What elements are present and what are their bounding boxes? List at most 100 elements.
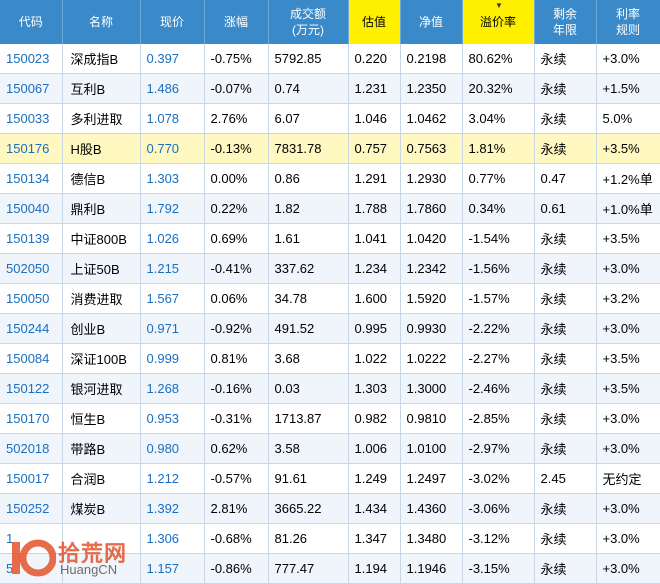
cell-remaining: 永续 <box>534 133 597 164</box>
cell-rate-rule: +1.0%单 <box>596 193 660 224</box>
table-row[interactable]: 150040 鼎利B 1.792 0.22% 1.82 1.788 1.7860 0.34% 0… <box>0 193 660 224</box>
cell-price: 0.980 <box>140 433 205 464</box>
table-row[interactable]: 502050 上证50B 1.215 -0.41% 337.62 1.234 1.2342-… <box>0 253 660 284</box>
cell-estimate: 1.022 <box>348 343 401 374</box>
table-row[interactable]: 150122 银河进取 1.268 -0.16% 0.03 1.303 1.3000 -2.4… <box>0 373 660 404</box>
col-header-nav[interactable]: 净值 <box>400 0 463 44</box>
table-row[interactable]: 1 1.306 -0.68% 81.26 1.347 1.3480 -3.12% 永续 +3.0… <box>0 523 660 554</box>
table-row[interactable]: 150023 深成指B 0.397 -0.75% 5792.85 0.220 0.2198 8… <box>0 44 660 74</box>
cell-name[interactable]: 消费进取 <box>62 283 141 314</box>
cell-premium: -3.12% <box>462 523 535 554</box>
cell-name[interactable]: 德信B <box>62 163 141 194</box>
cell-premium: -2.27% <box>462 343 535 374</box>
cell-change: 0.69% <box>204 223 269 254</box>
cell-estimate: 1.249 <box>348 463 401 494</box>
cell-nav: 1.2342 <box>400 253 463 284</box>
cell-name[interactable]: 中证800B <box>62 223 141 254</box>
cell-estimate: 0.995 <box>348 313 401 344</box>
cell-code[interactable]: 502018 <box>0 433 63 464</box>
cell-name[interactable]: 深证100B <box>62 343 141 374</box>
cell-code[interactable]: 150134 <box>0 163 63 194</box>
table-row[interactable]: 150252 煤炭B 1.392 2.81% 3665.22 1.434 1.4360 -3.… <box>0 493 660 524</box>
cell-nav: 1.0222 <box>400 343 463 374</box>
col-header-amount[interactable]: 成交额 (万元) <box>268 0 349 44</box>
sort-desc-icon: ▼ <box>495 1 503 10</box>
table-row[interactable]: 150176 H股B 0.770 -0.13% 7831.78 0.757 0.7563 1.… <box>0 133 660 164</box>
col-header-code[interactable]: 代码 <box>0 0 63 44</box>
cell-code[interactable]: 1 <box>0 523 63 554</box>
cell-name[interactable]: 多利进取 <box>62 103 141 134</box>
cell-rate-rule: +3.0% <box>596 253 660 284</box>
cell-code[interactable]: 150023 <box>0 44 63 74</box>
table-row[interactable]: 5 1.157 -0.86% 777.47 1.194 1.1946 -3.15% 永续 +3.… <box>0 553 660 584</box>
cell-name[interactable]: 合润B <box>62 463 141 494</box>
cell-nav: 1.2350 <box>400 73 463 104</box>
table-row[interactable]: 150170 恒生B 0.953 -0.31% 1713.87 0.982 0.9810 -2… <box>0 403 660 434</box>
col-header-change[interactable]: 涨幅 <box>204 0 269 44</box>
cell-code[interactable]: 150050 <box>0 283 63 314</box>
cell-price: 1.392 <box>140 493 205 524</box>
header-row: 代码 名称 现价 涨幅 成交额 (万元) 估值 净值 ▼ 溢价率 剩余 年限 利… <box>0 0 660 44</box>
cell-change: -0.41% <box>204 253 269 284</box>
col-header-rate-rule-label: 利率 规则 <box>615 7 640 37</box>
cell-remaining: 永续 <box>534 373 597 404</box>
cell-nav: 1.0462 <box>400 103 463 134</box>
cell-rate-rule: +3.5% <box>596 373 660 404</box>
cell-code[interactable]: 150244 <box>0 313 63 344</box>
cell-code[interactable]: 5 <box>0 553 63 584</box>
cell-estimate: 1.041 <box>348 223 401 254</box>
col-header-price[interactable]: 现价 <box>140 0 205 44</box>
cell-code[interactable]: 150252 <box>0 493 63 524</box>
table-row[interactable]: 150067 互利B 1.486 -0.07% 0.74 1.231 1.2350 20.32… <box>0 73 660 104</box>
cell-name[interactable]: 深成指B <box>62 44 141 74</box>
table-row[interactable]: 150134 德信B 1.303 0.00% 0.86 1.291 1.2930 0.77% 0… <box>0 163 660 194</box>
cell-code[interactable]: 150139 <box>0 223 63 254</box>
cell-code[interactable]: 150170 <box>0 403 63 434</box>
cell-name[interactable]: 带路B <box>62 433 141 464</box>
cell-code[interactable]: 150122 <box>0 373 63 404</box>
cell-name[interactable]: 创业B <box>62 313 141 344</box>
table-row[interactable]: 150050 消费进取 1.567 0.06% 34.78 1.600 1.5920 -1.5… <box>0 283 660 314</box>
cell-amount: 0.86 <box>268 163 349 194</box>
table-row[interactable]: 502018 带路B 0.980 0.62% 3.58 1.006 1.0100 -2.97%… <box>0 433 660 464</box>
cell-name[interactable]: 鼎利B <box>62 193 141 224</box>
cell-name[interactable]: 上证50B <box>62 253 141 284</box>
col-header-rate-rule[interactable]: 利率 规则 <box>596 0 660 44</box>
cell-code[interactable]: 150067 <box>0 73 63 104</box>
table-row[interactable]: 150033 多利进取 1.078 2.76% 6.07 1.046 1.0462 3.04%… <box>0 103 660 134</box>
cell-code[interactable]: 150040 <box>0 193 63 224</box>
cell-name[interactable] <box>62 553 141 584</box>
cell-code[interactable]: 502050 <box>0 253 63 284</box>
cell-code[interactable]: 150017 <box>0 463 63 494</box>
cell-name[interactable]: 互利B <box>62 73 141 104</box>
cell-name[interactable]: H股B <box>62 133 141 164</box>
col-header-estimate[interactable]: 估值 <box>348 0 401 44</box>
cell-change: 0.22% <box>204 193 269 224</box>
cell-remaining: 永续 <box>534 44 597 74</box>
cell-name[interactable]: 煤炭B <box>62 493 141 524</box>
table-row[interactable]: 150244 创业B 0.971 -0.92% 491.52 0.995 0.9930 -2.… <box>0 313 660 344</box>
table-row[interactable]: 150139 中证800B 1.026 0.69% 1.61 1.041 1.0420 -1.… <box>0 223 660 254</box>
cell-remaining: 永续 <box>534 73 597 104</box>
cell-premium: -3.06% <box>462 493 535 524</box>
cell-estimate: 1.434 <box>348 493 401 524</box>
cell-code[interactable]: 150176 <box>0 133 63 164</box>
col-header-name[interactable]: 名称 <box>62 0 141 44</box>
cell-nav: 0.9810 <box>400 403 463 434</box>
cell-name[interactable]: 恒生B <box>62 403 141 434</box>
cell-remaining: 永续 <box>534 343 597 374</box>
col-header-remaining[interactable]: 剩余 年限 <box>534 0 597 44</box>
table-row[interactable]: 150084 深证100B 0.999 0.81% 3.68 1.022 1.0222 -2.… <box>0 343 660 374</box>
col-header-premium[interactable]: ▼ 溢价率 <box>462 0 535 44</box>
cell-nav: 1.0420 <box>400 223 463 254</box>
cell-amount: 337.62 <box>268 253 349 284</box>
cell-rate-rule: +3.0% <box>596 313 660 344</box>
cell-name[interactable] <box>62 523 141 554</box>
cell-code[interactable]: 150033 <box>0 103 63 134</box>
cell-price: 0.953 <box>140 403 205 434</box>
cell-premium: -1.56% <box>462 253 535 284</box>
cell-estimate: 1.788 <box>348 193 401 224</box>
cell-code[interactable]: 150084 <box>0 343 63 374</box>
cell-name[interactable]: 银河进取 <box>62 373 141 404</box>
table-row[interactable]: 150017 合润B 1.212 -0.57% 91.61 1.249 1.2497 -3.0… <box>0 463 660 494</box>
